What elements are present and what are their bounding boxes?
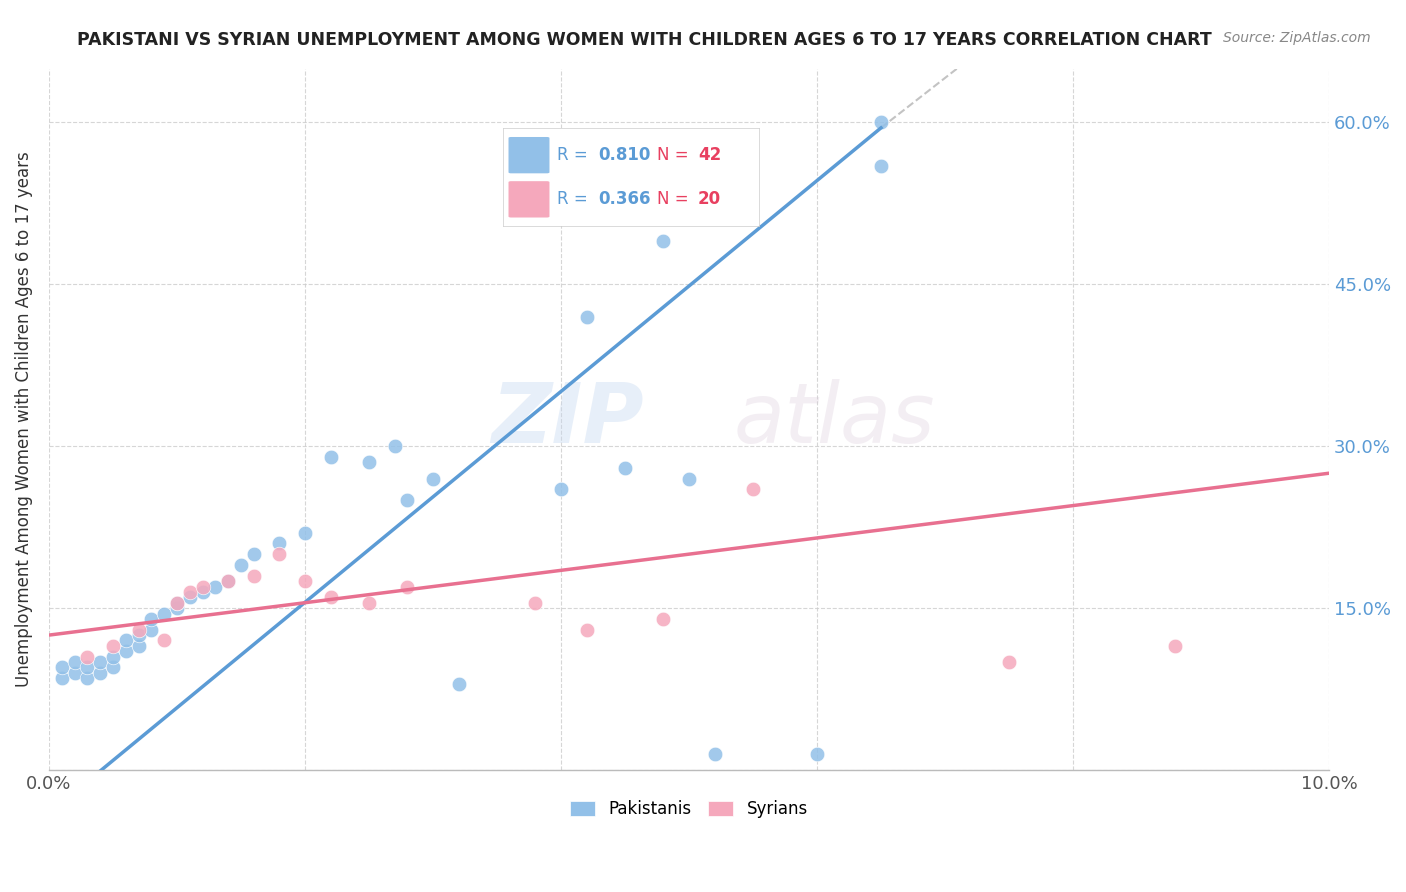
Y-axis label: Unemployment Among Women with Children Ages 6 to 17 years: Unemployment Among Women with Children A… [15,152,32,687]
Point [128,639,150,653]
Point [806,747,828,761]
Point [76,671,98,685]
Point [294,525,316,540]
Point [1164,639,1187,653]
Point [319,591,342,605]
Text: PAKISTANI VS SYRIAN UNEMPLOYMENT AMONG WOMEN WITH CHILDREN AGES 6 TO 17 YEARS CO: PAKISTANI VS SYRIAN UNEMPLOYMENT AMONG W… [77,31,1212,49]
Point [217,574,239,589]
Point [242,547,264,561]
Point [63,655,86,669]
Legend: Pakistanis, Syrians: Pakistanis, Syrians [564,794,814,825]
Point [870,115,893,129]
Point [128,628,150,642]
Point [114,644,136,658]
Point [89,655,111,669]
Point [51,671,73,685]
Point [357,596,380,610]
Point [422,472,444,486]
Point [294,574,316,589]
Text: ZIP: ZIP [492,379,644,459]
Point [51,660,73,674]
Point [396,580,419,594]
Point [269,547,291,561]
Point [153,633,176,648]
Point [166,596,188,610]
Point [89,665,111,680]
Point [153,607,176,621]
Point [678,472,700,486]
Point [101,660,124,674]
Point [141,612,163,626]
Point [179,591,201,605]
Point [191,585,214,599]
Point [870,159,893,173]
Point [179,585,201,599]
Point [575,310,598,324]
Point [524,596,547,610]
Point [191,580,214,594]
Point [652,234,675,248]
Point [384,439,406,453]
Point [242,568,264,582]
Point [166,601,188,615]
Point [703,747,725,761]
Point [575,623,598,637]
Point [101,639,124,653]
Point [998,655,1021,669]
Text: Source: ZipAtlas.com: Source: ZipAtlas.com [1223,31,1371,45]
Point [63,665,86,680]
Point [114,633,136,648]
Point [652,612,675,626]
Point [357,455,380,469]
Point [319,450,342,464]
Text: atlas: atlas [734,379,935,459]
Point [128,623,150,637]
Point [269,536,291,550]
Point [217,574,239,589]
Point [614,460,637,475]
Point [76,649,98,664]
Point [742,483,765,497]
Point [166,596,188,610]
Point [101,649,124,664]
Point [396,493,419,508]
Point [447,676,470,690]
Point [76,660,98,674]
Point [550,483,572,497]
Point [141,623,163,637]
Point [229,558,252,572]
Point [204,580,226,594]
